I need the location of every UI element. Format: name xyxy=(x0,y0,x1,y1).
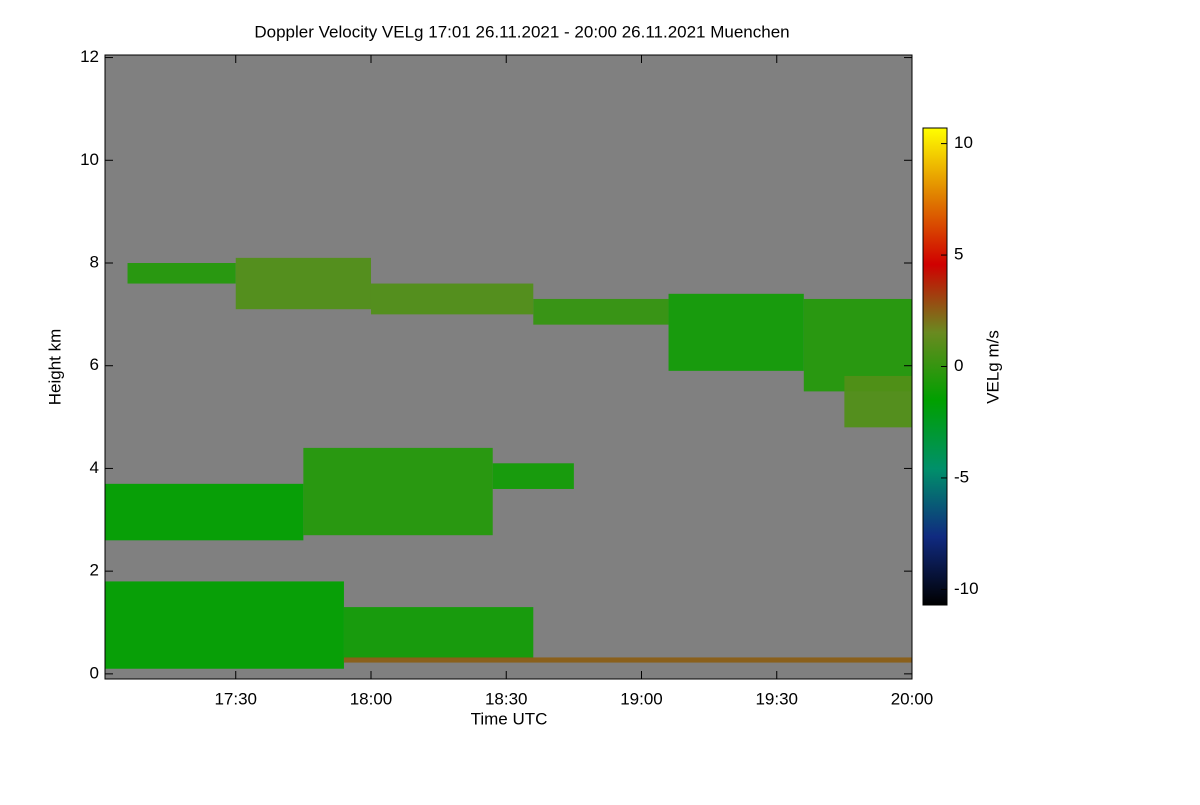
y-tick-label: 6 xyxy=(90,355,99,374)
colorbar-tick-label: -10 xyxy=(954,579,979,598)
echo-cell xyxy=(492,463,574,489)
echo-cell xyxy=(105,483,304,541)
echo-cell xyxy=(370,283,534,315)
y-tick-label: 12 xyxy=(80,47,99,66)
echo-cell xyxy=(235,257,371,310)
echo-cell xyxy=(105,581,344,669)
x-tick-label: 19:00 xyxy=(620,689,663,708)
y-tick-label: 0 xyxy=(90,663,99,682)
echo-cell xyxy=(668,293,804,371)
x-tick-label: 19:30 xyxy=(755,689,798,708)
colorbar-tick-label: 10 xyxy=(954,133,973,152)
echo-cell xyxy=(844,375,912,428)
x-tick-label: 17:30 xyxy=(214,689,257,708)
chart-title: Doppler Velocity VELg 17:01 26.11.2021 -… xyxy=(254,22,789,41)
x-tick-label: 20:00 xyxy=(891,689,934,708)
colorbar-tick-label: 5 xyxy=(954,245,963,264)
echo-cell xyxy=(343,607,534,659)
x-axis-label: Time UTC xyxy=(471,709,548,728)
x-tick-label: 18:30 xyxy=(485,689,528,708)
x-tick-label: 18:00 xyxy=(350,689,393,708)
echo-cell xyxy=(127,263,236,284)
echo-cell xyxy=(343,657,913,663)
echo-cell xyxy=(303,447,493,536)
echo-cell xyxy=(533,298,669,325)
y-tick-label: 4 xyxy=(90,458,99,477)
plot-frame xyxy=(104,54,913,680)
y-axis-label: Height km xyxy=(45,329,64,406)
y-tick-label: 2 xyxy=(90,561,99,580)
colorbar-tick-label: 0 xyxy=(954,356,963,375)
colorbar-tick-label: -5 xyxy=(954,467,969,486)
y-tick-label: 10 xyxy=(80,150,99,169)
colorbar-label: VELg m/s xyxy=(983,330,1002,404)
y-tick-label: 8 xyxy=(90,252,99,271)
